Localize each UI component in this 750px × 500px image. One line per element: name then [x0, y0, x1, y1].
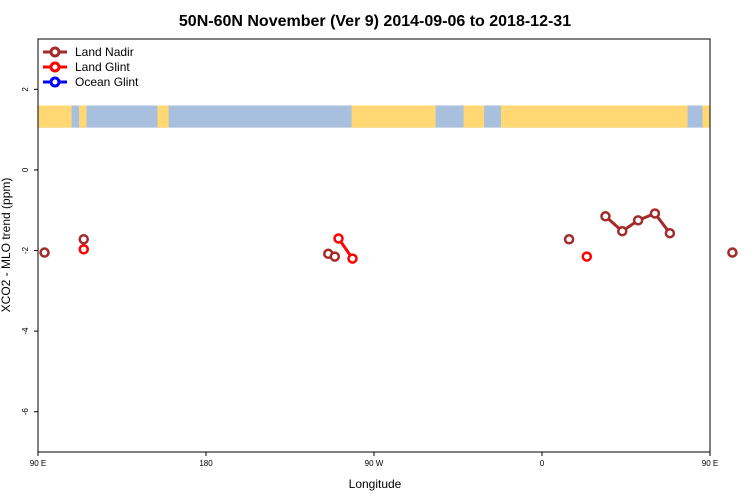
- data-point-land-nadir: [600, 211, 611, 222]
- map-land: [500, 105, 688, 128]
- x-axis: 90 E 180 90 W 0 90 E: [30, 452, 718, 468]
- y-tick-label: 2: [21, 87, 30, 92]
- data-point-land-nadir: [329, 251, 341, 262]
- data-point-land-glint: [333, 233, 344, 244]
- data-point-land-glint: [78, 244, 89, 255]
- map-land: [702, 105, 710, 128]
- legend: Land Nadir Land Glint Ocean Glint: [43, 45, 139, 89]
- data-point-land-nadir: [664, 227, 676, 239]
- legend-label-ocean-glint: Ocean Glint: [75, 75, 139, 89]
- map-land: [157, 105, 169, 128]
- data-point-land-glint: [581, 251, 593, 262]
- y-axis-title: XCO2 - MLO trend (ppm): [0, 178, 13, 313]
- data-point-land-nadir: [617, 225, 628, 237]
- map-land: [463, 105, 485, 128]
- legend-item-land-glint: Land Glint: [43, 60, 130, 74]
- data-point-land-nadir: [78, 234, 89, 245]
- data-point-land-nadir: [727, 247, 738, 258]
- y-tick-label: -6: [21, 408, 30, 416]
- legend-marker-ocean-glint: [49, 76, 61, 88]
- x-tick-label: 0: [540, 459, 545, 468]
- legend-label-land-glint: Land Glint: [75, 60, 130, 74]
- map-land: [38, 105, 72, 128]
- data-point-land-nadir: [39, 247, 50, 258]
- legend-item-ocean-glint: Ocean Glint: [43, 75, 139, 89]
- map-land: [79, 105, 87, 128]
- data-point-land-nadir: [632, 215, 644, 226]
- legend-item-land-nadir: Land Nadir: [43, 45, 134, 59]
- map-land: [351, 105, 436, 128]
- data-point-land-nadir: [649, 208, 661, 219]
- x-axis-title: Longitude: [349, 477, 402, 491]
- x-tick-label: 90 E: [30, 459, 46, 468]
- chart-title: 50N-60N November (Ver 9) 2014-09-06 to 2…: [179, 13, 571, 30]
- data-point-land-nadir: [563, 234, 575, 245]
- data-point-land-glint: [347, 253, 358, 264]
- y-tick-label: -4: [21, 327, 30, 335]
- x-tick-label: 90 W: [365, 459, 384, 468]
- x-tick-label: 90 E: [702, 459, 718, 468]
- map-strip: [38, 105, 710, 128]
- legend-marker-land-glint: [49, 61, 61, 73]
- legend-label-land-nadir: Land Nadir: [75, 45, 134, 59]
- plot-marks: [39, 208, 738, 264]
- x-tick-label: 180: [199, 459, 213, 468]
- y-tick-label: -2: [21, 246, 30, 254]
- legend-marker-land-nadir: [49, 46, 61, 58]
- y-axis: 2 0 -2 -4 -6: [21, 87, 38, 416]
- y-tick-label: 0: [21, 167, 30, 172]
- plot-frame: [37, 38, 711, 453]
